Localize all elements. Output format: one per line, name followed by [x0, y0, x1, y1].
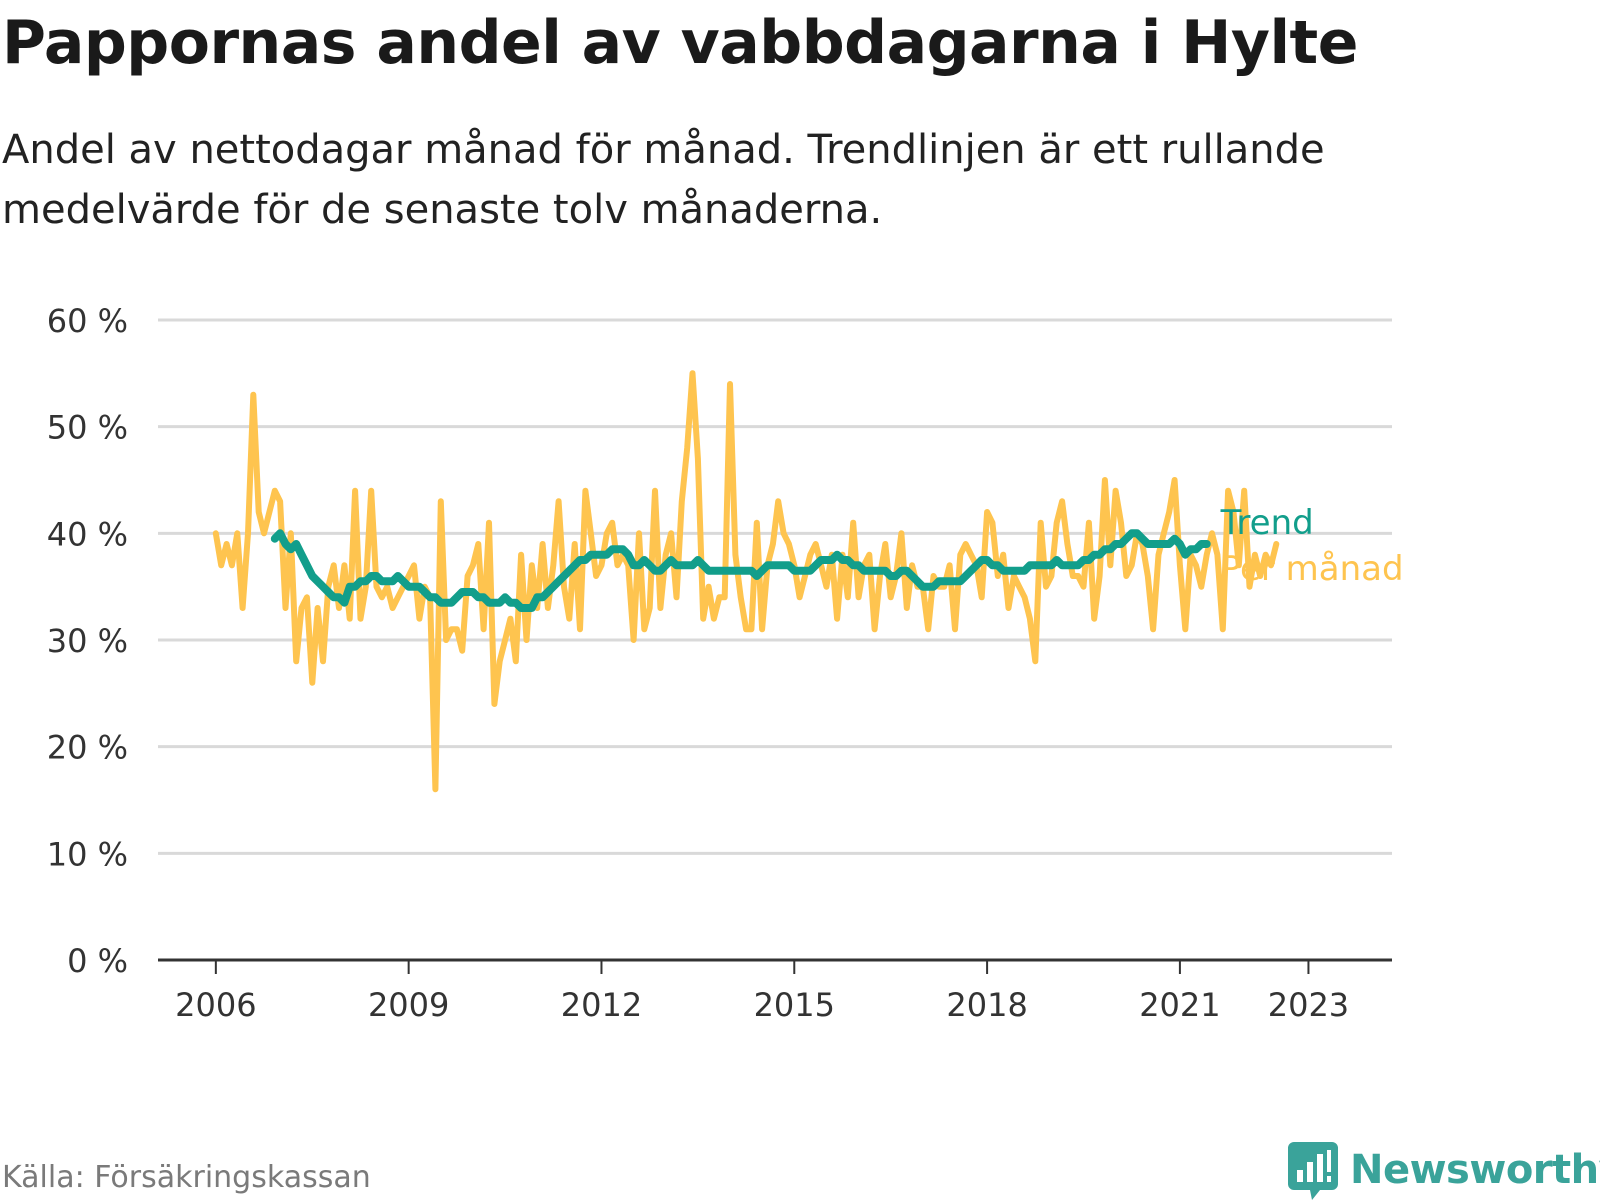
y-tick-label: 50 %	[47, 409, 128, 447]
brand-name: Newsworthy	[1350, 1147, 1600, 1193]
chart-subtitle: Andel av nettodagar månad för månad. Tre…	[2, 127, 1325, 233]
y-tick-label: 0 %	[67, 942, 128, 980]
x-tick-label: 2021	[1139, 986, 1220, 1024]
x-axis-ticks: 2006 2009 2012 2015 2018 2021 2023	[175, 960, 1349, 1024]
brand-logo: Newsworthy	[1288, 1140, 1600, 1200]
y-axis-ticks: 0 % 10 % 20 % 30 % 40 % 50 % 60 %	[47, 302, 128, 980]
x-tick-label: 2012	[561, 986, 642, 1024]
bar-chart-icon	[1288, 1142, 1338, 1200]
legend-label-trend: Trend	[1220, 503, 1314, 543]
y-tick-label: 60 %	[47, 302, 128, 340]
y-tick-label: 30 %	[47, 622, 128, 660]
source-note: Källa: Försäkringskassan	[2, 1160, 371, 1195]
y-tick-label: 20 %	[47, 729, 128, 767]
x-tick-label: 2023	[1268, 986, 1349, 1024]
x-tick-label: 2018	[946, 986, 1027, 1024]
legend-label-per-manad: Per månad	[1221, 549, 1404, 589]
series-line-trend	[270, 529, 1211, 612]
x-tick-label: 2015	[754, 986, 835, 1024]
y-tick-label: 10 %	[47, 835, 128, 873]
y-tick-label: 40 %	[47, 515, 128, 553]
x-tick-label: 2009	[368, 986, 449, 1024]
series-line-per-manad	[212, 370, 1280, 793]
chart-title: Pappornas andel av vabbdagarna i Hylte	[2, 8, 1358, 78]
x-tick-label: 2006	[175, 986, 256, 1024]
